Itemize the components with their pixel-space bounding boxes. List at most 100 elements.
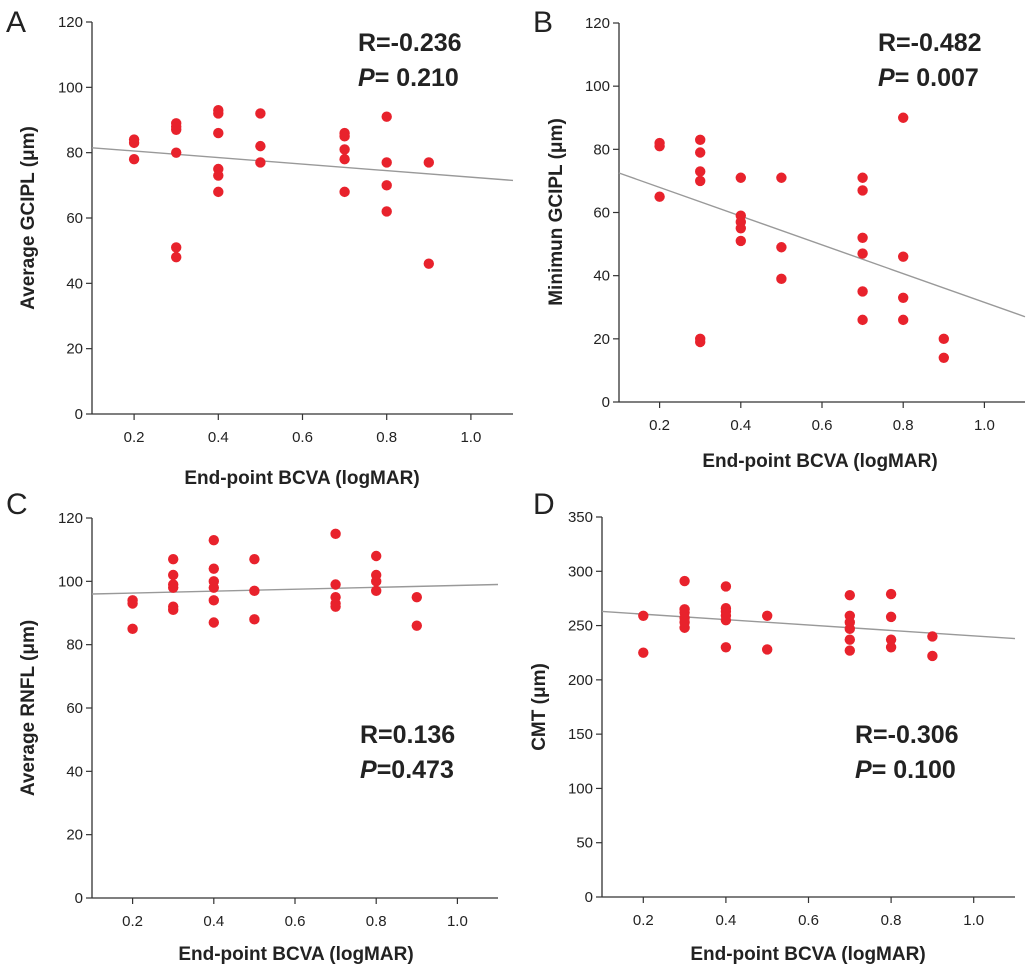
- data-point: [255, 140, 266, 152]
- panel-label: B: [533, 6, 553, 39]
- y-tick-label: 20: [593, 331, 610, 348]
- data-point: [898, 292, 909, 303]
- data-point: [330, 528, 341, 540]
- data-point: [844, 645, 855, 656]
- data-point: [249, 553, 260, 565]
- data-point: [249, 614, 260, 625]
- data-point: [695, 166, 706, 177]
- x-tick-label: 0.6: [812, 417, 833, 434]
- data-point: [330, 601, 341, 612]
- y-axis-title: Average GCIPL (μm): [18, 126, 39, 310]
- y-tick-label: 20: [66, 341, 83, 358]
- x-tick-label: 0.4: [715, 912, 736, 929]
- data-point: [168, 553, 179, 565]
- data-point: [654, 191, 665, 202]
- y-tick-label: 60: [66, 210, 83, 227]
- data-point: [423, 157, 434, 168]
- data-point: [857, 286, 868, 297]
- data-point: [885, 611, 897, 623]
- stat-p-value: = 0.210: [375, 64, 459, 92]
- data-point: [411, 591, 422, 603]
- data-point: [857, 248, 868, 259]
- stat-p-label: P=0.473: [360, 756, 454, 784]
- data-point: [208, 595, 219, 606]
- data-point: [857, 232, 868, 243]
- panel-label: C: [6, 488, 28, 521]
- data-point: [128, 154, 140, 165]
- axes: 0 20 40 60 80 100 120 0.2 0.4 0.6 0.8 1.0: [585, 15, 1026, 434]
- y-axis-title: Average RNFL (μm): [18, 620, 39, 796]
- y-axis-title: Minimun GCIPL (μm): [546, 118, 567, 306]
- y-tick-label: 120: [58, 14, 83, 31]
- data-point: [776, 242, 787, 253]
- regression-line: [91, 583, 499, 595]
- data-point: [128, 137, 140, 149]
- panel-d: D 0 50 100 150 200 250 300 350 0.2 0.4 0.6 0.8 1.0 E…: [529, 488, 1016, 965]
- x-tick-label: 1.0: [460, 429, 481, 446]
- data-point: [844, 634, 855, 645]
- data-point: [857, 172, 868, 183]
- y-tick-label: 60: [66, 700, 83, 717]
- data-point: [381, 157, 392, 168]
- x-tick-label: 1.0: [974, 417, 995, 434]
- data-point: [168, 582, 179, 593]
- y-tick-label: 40: [593, 268, 610, 285]
- data-point: [885, 642, 897, 653]
- data-point: [381, 180, 392, 191]
- data-point: [171, 147, 182, 158]
- data-point: [695, 134, 706, 146]
- data-point: [208, 582, 219, 593]
- x-tick-label: 0.8: [893, 417, 914, 434]
- x-tick-label: 0.4: [730, 417, 751, 434]
- data-point: [927, 650, 938, 662]
- data-point: [898, 112, 909, 123]
- data-point: [371, 550, 382, 562]
- data-point: [339, 144, 350, 155]
- y-tick-label: 20: [66, 827, 83, 844]
- y-tick-label: 40: [66, 275, 83, 292]
- x-tick-label: 0.2: [124, 429, 145, 446]
- y-axis-title: CMT (μm): [529, 663, 550, 751]
- data-point: [938, 352, 949, 363]
- x-axis-title: End-point BCVA (logMAR): [702, 451, 937, 472]
- data-point: [679, 575, 690, 587]
- data-point: [168, 569, 179, 581]
- stat-p-symbol: P: [878, 64, 895, 92]
- data-point: [127, 623, 138, 635]
- data-point: [762, 644, 773, 655]
- data-point: [638, 647, 649, 658]
- data-point: [423, 258, 434, 269]
- x-tick-label: 0.6: [292, 429, 313, 446]
- data-point: [213, 170, 224, 181]
- panel-label: D: [533, 488, 555, 521]
- panel-b: B 0 20 40 60 80 100 120 0.2 0.4 0.6 0.8 1.0 End-poi…: [533, 6, 1026, 472]
- data-point: [898, 314, 909, 326]
- data-point: [885, 588, 897, 600]
- stat-p-symbol: P: [358, 64, 375, 92]
- data-point: [213, 186, 224, 198]
- data-point: [735, 235, 746, 247]
- data-point: [213, 108, 224, 119]
- data-point: [381, 206, 392, 217]
- y-tick-label: 0: [585, 889, 593, 906]
- data-point: [381, 111, 392, 122]
- data-point: [371, 576, 382, 587]
- y-tick-label: 0: [75, 890, 83, 907]
- y-tick-label: 100: [568, 780, 593, 797]
- data-point: [938, 333, 949, 345]
- data-point: [735, 223, 746, 234]
- panel-a: A 0 20 40 60 80 100 120 0.2 0.4 0.6 0.8 1.0 End-poi…: [6, 6, 514, 489]
- y-tick-label: 60: [593, 205, 610, 222]
- x-axis-title: End-point BCVA (logMAR): [178, 944, 413, 965]
- axes: 0 20 40 60 80 100 120 0.2 0.4 0.6 0.8 1.0: [58, 14, 514, 446]
- data-point: [127, 598, 138, 609]
- stat-p-label: P= 0.007: [878, 64, 979, 92]
- data-point: [720, 614, 732, 626]
- stat-p-symbol: P: [360, 756, 377, 784]
- y-tick-label: 0: [75, 406, 83, 423]
- y-tick-label: 40: [66, 763, 83, 780]
- data-point: [885, 634, 897, 645]
- stat-p-label: P= 0.100: [855, 756, 956, 784]
- data-point: [857, 314, 868, 326]
- y-tick-label: 80: [593, 141, 610, 158]
